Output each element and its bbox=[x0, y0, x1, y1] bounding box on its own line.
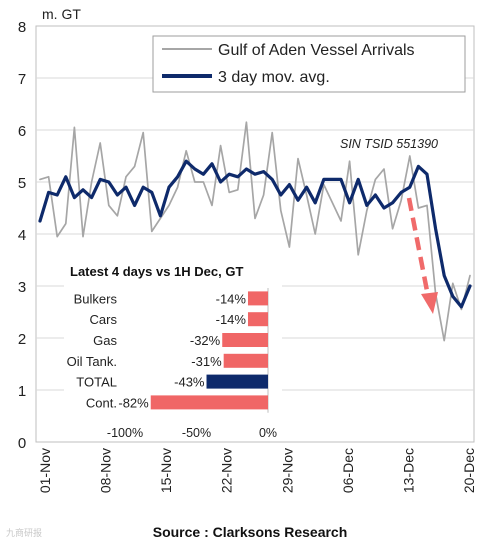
trend-arrow-shaft bbox=[406, 197, 431, 297]
inset-bar-chart: Latest 4 days vs 1H Dec, GT Bulkers -14% Ca… bbox=[64, 258, 282, 441]
inset-category-label: Oil Tank. bbox=[67, 354, 117, 369]
legend: Gulf of Aden Vessel Arrivals 3 day mov. a… bbox=[152, 35, 466, 93]
inset-bar bbox=[206, 374, 268, 389]
inset-category-label: TOTAL bbox=[76, 375, 117, 390]
y-tick-label: 6 bbox=[18, 123, 26, 140]
x-tick-label: 29-Nov bbox=[279, 448, 295, 493]
y-unit-label: m. GT bbox=[42, 6, 81, 22]
inset-bar bbox=[247, 312, 268, 327]
inset-bar bbox=[247, 291, 268, 306]
inset-category-label: Cars bbox=[90, 312, 118, 327]
inset-value-label: -31% bbox=[191, 354, 222, 369]
inset-category-label: Cont. bbox=[86, 395, 117, 410]
x-tick-label: 15-Nov bbox=[158, 448, 174, 493]
inset-value-label: -14% bbox=[216, 312, 247, 327]
inset-category-label: Bulkers bbox=[74, 291, 118, 306]
y-tick-label: 3 bbox=[18, 279, 26, 296]
inset-bar bbox=[222, 333, 268, 347]
trend-arrow-head bbox=[421, 292, 438, 314]
series-line-moving-average bbox=[38, 159, 472, 309]
inset-value-label: -32% bbox=[190, 333, 221, 348]
inset-value-label: -43% bbox=[174, 375, 205, 390]
legend-label-arrivals: Gulf of Aden Vessel Arrivals bbox=[218, 42, 415, 59]
legend-label-moving-average: 3 day mov. avg. bbox=[218, 69, 330, 86]
source-caption: Source : Clarksons Research bbox=[152, 524, 348, 540]
y-tick-label: 8 bbox=[18, 19, 26, 36]
series-line-arrivals bbox=[39, 121, 471, 342]
x-tick-label: 01-Nov bbox=[37, 448, 53, 493]
x-tick-label: 22-Nov bbox=[219, 448, 235, 493]
inset-x-tick-label: -50% bbox=[182, 426, 211, 440]
x-tick-label: 08-Nov bbox=[98, 448, 114, 493]
y-tick-label: 5 bbox=[18, 175, 26, 192]
inset-bar bbox=[223, 353, 268, 368]
legend-box bbox=[152, 35, 466, 93]
y-tick-label: 0 bbox=[18, 435, 26, 452]
inset-category-label: Gas bbox=[93, 333, 117, 348]
y-tick-label: 2 bbox=[18, 331, 26, 348]
line-chart: 0 1 2 3 4 5 6 7 8 m. GT 01-Nov 08-Nov 15-Nov 22-Nov 29… bbox=[18, 6, 477, 493]
annotation-label: SIN TSID 551390 bbox=[340, 137, 438, 151]
x-tick-label: 20-Dec bbox=[461, 448, 477, 493]
watermark-text: 九商研报 bbox=[6, 528, 43, 538]
inset-value-label: -82% bbox=[118, 395, 149, 410]
inset-value-label: -14% bbox=[216, 291, 247, 306]
x-tick-label: 13-Dec bbox=[400, 448, 416, 493]
inset-x-tick-label: 0% bbox=[259, 426, 277, 440]
x-tick-label: 06-Dec bbox=[340, 448, 356, 493]
inset-background bbox=[64, 258, 282, 441]
inset-title: Latest 4 days vs 1H Dec, GT bbox=[70, 264, 243, 279]
y-tick-label: 1 bbox=[18, 383, 26, 400]
y-tick-label: 4 bbox=[18, 227, 26, 244]
inset-bar bbox=[150, 395, 268, 410]
y-tick-label: 7 bbox=[18, 71, 26, 88]
inset-x-tick-label: -100% bbox=[107, 426, 143, 440]
